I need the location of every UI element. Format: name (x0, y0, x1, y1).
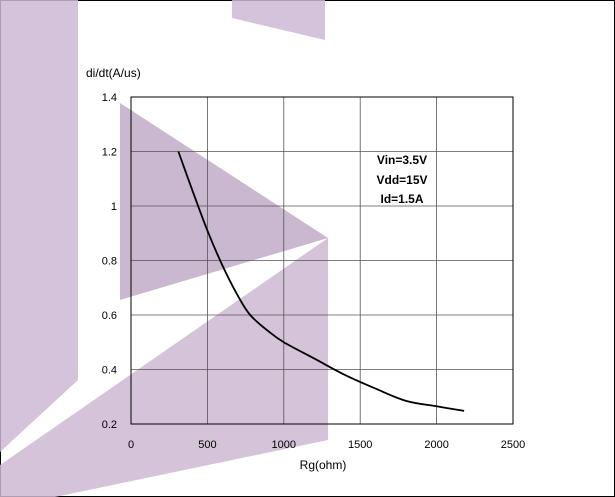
annotation-vin: Vin=3.5V (377, 153, 427, 167)
x-tick-label: 2000 (424, 439, 448, 451)
watermark-lower-band (0, 238, 328, 497)
watermark-top-bar (232, 0, 325, 40)
watermark-mid-triangle (120, 103, 328, 300)
y-tick-label: 1.4 (102, 92, 117, 104)
grid-lines (131, 97, 513, 424)
y-tick-label: 0.2 (102, 419, 117, 431)
watermark (0, 0, 328, 497)
y-tick-label: 0.6 (102, 310, 117, 322)
x-tick-label: 500 (198, 439, 216, 451)
y-tick-label: 1 (111, 201, 117, 213)
y-tick-labels: 0.2 0.4 0.6 0.8 1 1.2 1.4 (102, 92, 117, 431)
x-tick-label: 1000 (272, 439, 296, 451)
series-line (177, 151, 465, 412)
plot-area-border (130, 96, 514, 425)
x-tick-label: 0 (128, 439, 134, 451)
y-axis-label: di/dt(A/us) (86, 66, 141, 80)
x-axis-label: Rg(ohm) (300, 458, 347, 472)
y-tick-label: 0.4 (102, 365, 117, 377)
annotation-id: Id=1.5A (380, 192, 423, 206)
y-tick-label: 0.8 (102, 256, 117, 268)
x-tick-label: 2500 (501, 439, 525, 451)
annotation-vdd: Vdd=15V (376, 173, 427, 187)
x-tick-labels: 0 500 1000 1500 2000 2500 (128, 439, 525, 451)
watermark-left-bar (0, 0, 78, 452)
x-tick-label: 1500 (348, 439, 372, 451)
y-tick-label: 1.2 (102, 147, 117, 159)
